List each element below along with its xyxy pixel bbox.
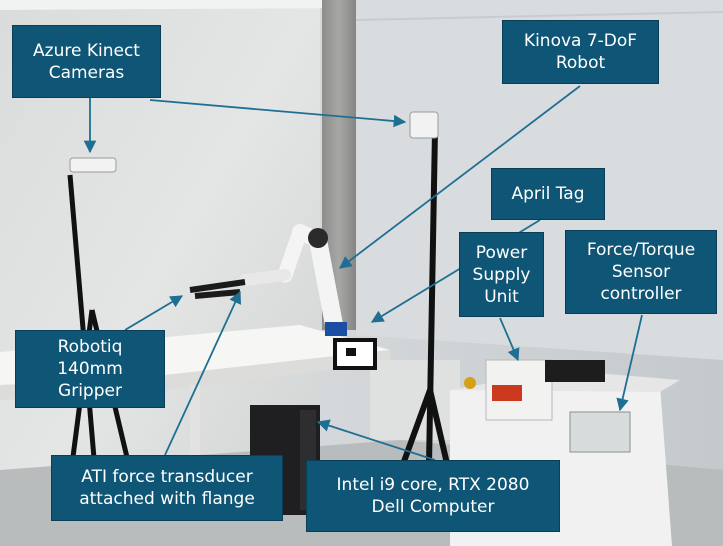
concrete-pillar	[322, 0, 356, 330]
april-tag	[333, 338, 377, 370]
left-kinect-camera	[69, 157, 117, 173]
right-kinect-camera	[409, 111, 439, 139]
label-line: Sensor	[611, 262, 671, 282]
label-power-supply: Power Supply Unit	[459, 232, 544, 317]
label-line: Intel i9 core, RTX 2080	[336, 475, 530, 495]
label-line: 140mm	[57, 359, 123, 379]
ft-controller-box	[569, 411, 631, 453]
desk-leg	[190, 385, 200, 495]
label-line: Kinova 7-DoF	[523, 31, 638, 51]
label-line: Cameras	[48, 62, 125, 83]
label-line: attached with flange	[79, 489, 255, 509]
label-line: controller	[600, 284, 682, 304]
label-line: Force/Torque	[586, 240, 696, 260]
label-kinova-robot: Kinova 7-DoF Robot	[502, 20, 659, 84]
label-line: ATI force transducer	[81, 467, 253, 487]
label-azure-kinect: Azure Kinect Cameras	[12, 25, 161, 98]
label-ft-controller: Force/Torque Sensor controller	[565, 230, 717, 314]
label-line: April Tag	[511, 184, 585, 204]
label-line: Power	[475, 242, 528, 263]
annotation-arrows	[83, 85, 643, 461]
label-line: Supply	[472, 264, 531, 285]
label-line: Azure Kinect	[33, 40, 140, 61]
label-line: Robot	[555, 53, 606, 73]
label-robotiq-gripper: Robotiq 140mm Gripper	[15, 330, 165, 408]
label-ati-transducer: ATI force transducer attached with flang…	[51, 455, 283, 521]
kinova-robot-arm	[239, 224, 347, 339]
label-line: Gripper	[58, 381, 122, 401]
label-april-tag: April Tag	[491, 168, 605, 220]
label-line: Unit	[484, 286, 519, 307]
label-line: Robotiq	[57, 337, 123, 357]
label-dell-computer: Intel i9 core, RTX 2080 Dell Computer	[306, 460, 560, 532]
label-line: Dell Computer	[371, 497, 495, 517]
